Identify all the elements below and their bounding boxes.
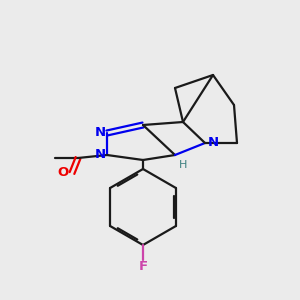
Text: N: N [94,148,106,161]
Text: F: F [138,260,148,274]
Text: O: O [57,167,69,179]
Text: N: N [207,136,219,149]
Text: H: H [179,160,187,170]
Text: N: N [94,127,106,140]
